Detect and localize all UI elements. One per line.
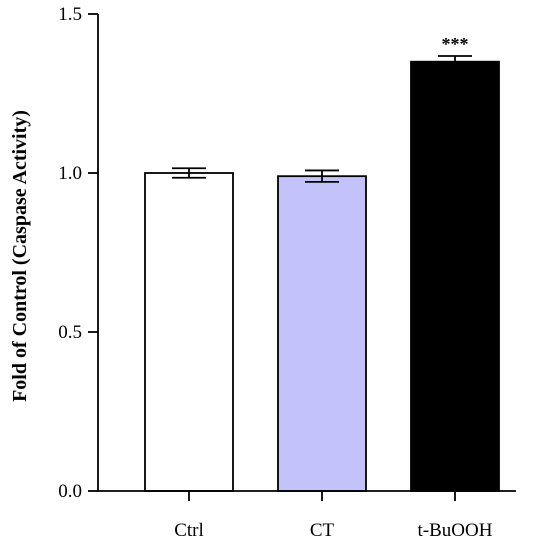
- errorbars-layer: [172, 55, 472, 183]
- y-tick-label: 1.0: [58, 163, 82, 184]
- bar-ct: [277, 175, 367, 492]
- bar-t-buooh: [410, 60, 500, 492]
- annotations-layer: ***: [442, 34, 469, 54]
- error-bar: [172, 167, 206, 179]
- y-ticks: 0.0 0.5 1.0 1.5: [58, 4, 98, 502]
- error-bar: [438, 55, 472, 69]
- error-bar: [305, 169, 339, 183]
- y-axis-title: Fold of Control (Caspase Activity): [9, 110, 31, 402]
- y-tick-label: 0.0: [58, 481, 82, 502]
- y-tick-label: 1.5: [58, 4, 82, 25]
- x-tick-label: Ctrl: [174, 520, 204, 541]
- significance-label: ***: [442, 34, 469, 54]
- bars-layer: [144, 60, 500, 492]
- x-ticks: Ctrl CT t-BuOOH: [174, 491, 493, 541]
- y-tick-label: 0.5: [58, 322, 82, 343]
- bar-ctrl: [144, 172, 234, 492]
- x-tick-label: t-BuOOH: [418, 520, 493, 541]
- x-tick-label: CT: [310, 520, 335, 541]
